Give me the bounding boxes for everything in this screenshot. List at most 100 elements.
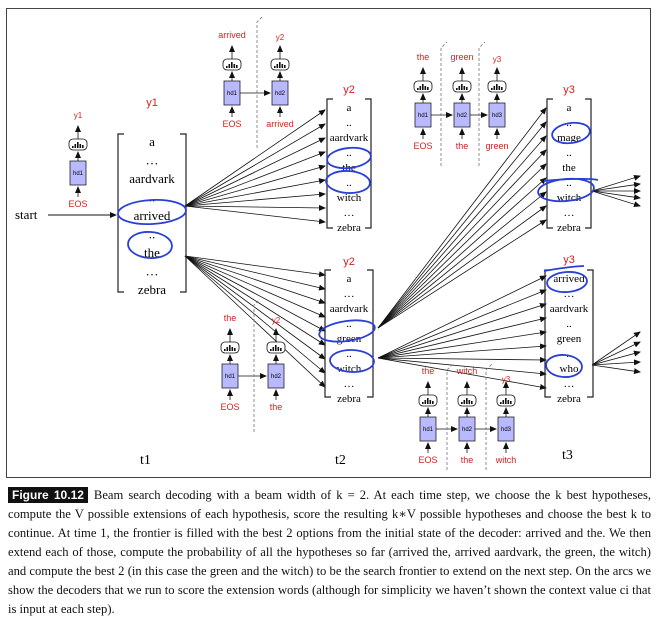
decoder-input-word: EOS [413, 141, 432, 151]
decoder-unit: the hd1 EOS [418, 366, 437, 465]
softmax-bar [226, 347, 229, 351]
softmax-bar [270, 349, 272, 351]
col1-label: y1 [146, 97, 158, 109]
expansion-arrow [184, 255, 326, 360]
col3b-word: green [557, 333, 582, 345]
softmax-bar [422, 84, 424, 90]
softmax-bar [496, 84, 498, 90]
decoder-input-word: arrived [266, 119, 294, 129]
expansion-arrow [591, 364, 641, 375]
beam-selection-circle [326, 146, 372, 170]
decoder-input-word: witch [495, 455, 517, 465]
col3b-word: … [564, 288, 575, 300]
col2b-word: aardvark [330, 303, 369, 315]
decoder-y-label: y3 [493, 55, 502, 64]
dashed-bracket [256, 15, 264, 148]
softmax-bar [493, 86, 496, 90]
col2b-word: witch [337, 363, 362, 375]
softmax-bar [284, 65, 286, 68]
expansion-arrow [377, 121, 547, 329]
softmax-bar [276, 64, 279, 68]
softmax-bar [466, 398, 468, 404]
hidden-state-box [271, 80, 289, 106]
softmax-bar [231, 347, 234, 351]
softmax-bar [424, 400, 427, 404]
softmax-bar [471, 401, 473, 404]
beam-selection-circle [546, 271, 588, 293]
expansion-arrow [377, 302, 547, 359]
decoder-y-label: y2 [276, 33, 285, 42]
col2b-word: … [344, 288, 355, 300]
hidden-state-label: hd1 [225, 374, 236, 380]
decoder-output-word: arrived [218, 30, 246, 40]
hidden-state-label: hd1 [418, 113, 429, 119]
col3a-column: y3a..mage..the..witch…zebra [546, 84, 592, 234]
col1-word: arrived [134, 208, 171, 223]
softmax-bar [275, 345, 277, 351]
decoder-unit: the hd1 EOS [220, 313, 239, 412]
expansion-arrow [377, 177, 547, 329]
col1-word: zebra [138, 282, 166, 297]
softmax-bar [505, 398, 507, 404]
col3b-word: .. [566, 348, 572, 360]
dashed-bracket [440, 41, 448, 166]
figure-frame [6, 8, 651, 478]
col2b-bracket-left [324, 269, 331, 398]
col2b-column: y2a…aardvark..green..witch…zebra [324, 256, 374, 405]
expansion-arrow [184, 255, 326, 374]
col3b-word: aardvark [550, 303, 589, 315]
softmax-bar [280, 348, 282, 351]
col3a-word: mage [557, 132, 581, 144]
softmax-bar [77, 142, 79, 148]
col2a-word: .. [346, 177, 352, 189]
col2b-word: a [347, 273, 352, 285]
decoder-input-word: the [270, 402, 283, 412]
figure-label: Figure 10.12 [8, 487, 88, 503]
softmax-bar [507, 400, 510, 404]
expansion-arrow [591, 341, 641, 366]
beam-selection-circle [329, 349, 375, 373]
decoder-unit: hd3 witch [495, 381, 517, 465]
col2a-label: y2 [343, 84, 355, 96]
col3a-bracket-left [546, 98, 553, 229]
softmax-bar [274, 66, 276, 68]
hidden-state-box [69, 160, 87, 186]
softmax-bar [281, 64, 284, 68]
figure-caption: Figure 10.12 Beam search decoding with a … [8, 486, 651, 619]
expansion-arrow [591, 181, 641, 192]
softmax-bar [233, 64, 236, 68]
start-label: start [15, 207, 38, 222]
col3a-label: y3 [563, 84, 575, 96]
col1-word: … [146, 153, 159, 168]
softmax-bar [424, 86, 427, 90]
expansion-arrow [184, 255, 326, 332]
expansion-arrow [377, 205, 547, 329]
beam-selection-circle [545, 354, 583, 378]
col1-word: .. [149, 190, 156, 205]
decoder-output-word: the [417, 52, 430, 62]
decoder-y-label: y1 [74, 111, 83, 120]
dashed-bracket [478, 41, 486, 166]
hidden-state-label: hd3 [501, 427, 512, 433]
softmax-bar [498, 86, 501, 90]
expansion-arrow [184, 123, 326, 207]
dashed-bracket [485, 363, 493, 470]
col3a-word: .. [566, 177, 572, 189]
expansion-arrow [377, 191, 547, 329]
col1-word: .. [149, 227, 156, 242]
col2a-word: .. [346, 147, 352, 159]
expansion-arrow [377, 135, 547, 329]
hidden-state-label: hd2 [462, 427, 473, 433]
col2b-word: zebra [337, 393, 361, 405]
softmax-bar [468, 400, 471, 404]
col2a-word: .. [346, 117, 352, 129]
col2a-word: zebra [337, 222, 361, 234]
decoder-input-word: the [456, 141, 469, 151]
col3a-bracket-right [585, 98, 592, 229]
vocab-columns: y1a…aardvark..arrived..the…zebray2a..aar… [117, 84, 594, 405]
expansion-arrow [184, 205, 326, 225]
softmax-bar [429, 400, 432, 404]
decoder-glyphs: y1 hd1 EOS arrived hd1 EOS hd2 arrived y2 the hd1 E… [68, 15, 517, 470]
col2a-column: y2a..aardvark..the..witch…zebra [326, 84, 372, 234]
col2b-word: … [344, 378, 355, 390]
